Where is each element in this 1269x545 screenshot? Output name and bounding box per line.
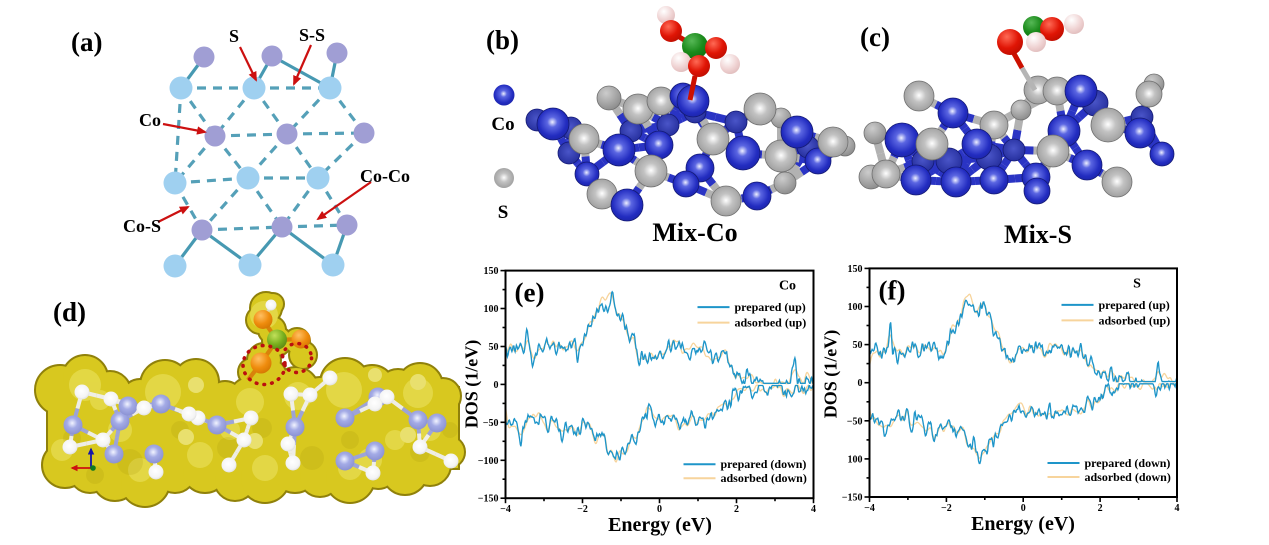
svg-text:−4: −4 bbox=[500, 504, 511, 515]
svg-text:−50: −50 bbox=[847, 416, 863, 427]
svg-text:prepared (down): prepared (down) bbox=[1085, 456, 1171, 470]
svg-text:100: 100 bbox=[484, 304, 499, 315]
svg-text:adsorbed (down): adsorbed (down) bbox=[721, 471, 807, 485]
svg-text:S: S bbox=[1133, 276, 1141, 291]
svg-text:Co-Co: Co-Co bbox=[360, 166, 410, 186]
svg-text:150: 150 bbox=[848, 264, 863, 275]
svg-text:adsorbed (up): adsorbed (up) bbox=[1099, 313, 1171, 327]
svg-text:−4: −4 bbox=[864, 503, 875, 514]
svg-text:(d): (d) bbox=[53, 297, 86, 327]
svg-text:50: 50 bbox=[853, 340, 863, 351]
svg-text:Co: Co bbox=[139, 110, 161, 130]
svg-text:S: S bbox=[229, 26, 239, 46]
svg-text:S-S: S-S bbox=[299, 25, 325, 45]
svg-text:4: 4 bbox=[1175, 503, 1180, 514]
svg-text:DOS (1/eV): DOS (1/eV) bbox=[462, 340, 483, 429]
svg-text:Co: Co bbox=[491, 114, 514, 135]
svg-text:0: 0 bbox=[494, 380, 499, 391]
svg-text:prepared (down): prepared (down) bbox=[721, 457, 807, 471]
svg-text:−150: −150 bbox=[478, 494, 499, 505]
svg-text:Mix-S: Mix-S bbox=[1004, 220, 1072, 249]
svg-text:prepared (up): prepared (up) bbox=[735, 300, 806, 314]
svg-text:100: 100 bbox=[848, 454, 863, 465]
svg-text:−150: −150 bbox=[842, 493, 863, 504]
svg-text:−2: −2 bbox=[577, 504, 588, 515]
svg-text:adsorbed (up): adsorbed (up) bbox=[735, 316, 807, 330]
svg-text:(e): (e) bbox=[515, 278, 545, 308]
svg-text:adsorbed (down): adsorbed (down) bbox=[1085, 470, 1171, 484]
svg-text:(a): (a) bbox=[71, 27, 102, 57]
svg-text:0: 0 bbox=[657, 504, 662, 515]
svg-text:S: S bbox=[498, 202, 509, 223]
svg-text:Co: Co bbox=[779, 279, 796, 294]
svg-text:(b): (b) bbox=[486, 25, 519, 55]
svg-text:0: 0 bbox=[1021, 503, 1026, 514]
svg-text:DOS (1/eV): DOS (1/eV) bbox=[821, 330, 842, 419]
svg-text:−2: −2 bbox=[941, 503, 952, 514]
svg-text:Energy (eV): Energy (eV) bbox=[608, 514, 712, 536]
svg-text:4: 4 bbox=[811, 504, 816, 515]
svg-text:−100: −100 bbox=[478, 456, 499, 467]
svg-text:(c): (c) bbox=[860, 22, 890, 52]
svg-text:Co-S: Co-S bbox=[123, 216, 161, 236]
svg-text:2: 2 bbox=[734, 504, 739, 515]
svg-text:150: 150 bbox=[484, 266, 499, 277]
svg-text:−50: −50 bbox=[483, 418, 499, 429]
svg-text:prepared (up): prepared (up) bbox=[1099, 298, 1170, 312]
svg-text:0: 0 bbox=[858, 378, 863, 389]
svg-text:(f): (f) bbox=[879, 275, 906, 305]
svg-text:100: 100 bbox=[848, 302, 863, 313]
svg-text:2: 2 bbox=[1098, 503, 1103, 514]
svg-text:50: 50 bbox=[489, 342, 499, 353]
svg-text:Energy (eV): Energy (eV) bbox=[971, 513, 1075, 535]
svg-text:Mix-Co: Mix-Co bbox=[652, 218, 737, 247]
